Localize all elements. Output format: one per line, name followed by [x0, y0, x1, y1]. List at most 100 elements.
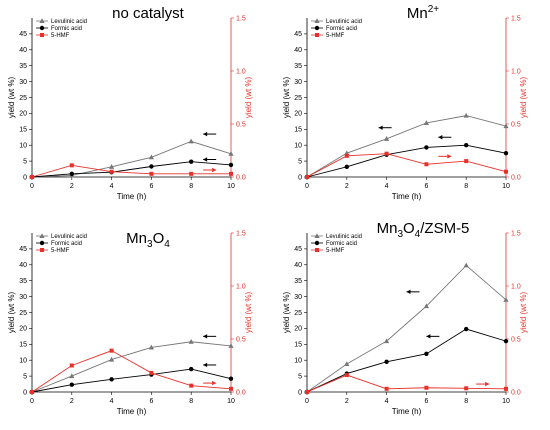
- chart-mn3o4-zsm5: Mn3O4/ZSM-5 0510152025303540450.00.51.01…: [282, 220, 528, 416]
- data-point: [464, 326, 469, 332]
- panel-mn2: Mn2+ 0 5 10 15 20 25 30 35 40 45 0.0 0.5 1.0 1.5 0 2 4 6 8…: [275, 0, 550, 215]
- x-tick-label: 6: [149, 183, 153, 190]
- y2-tick-label: 1.5: [511, 15, 521, 22]
- data-point: [228, 162, 234, 168]
- data-point: [344, 153, 349, 158]
- legend-label: Levulinic acid: [51, 19, 87, 25]
- y2-axis-label: yield (wt %): [519, 291, 528, 333]
- data-point: [463, 262, 469, 268]
- y2-tick-label: 1.0: [511, 283, 521, 290]
- data-point: [148, 344, 154, 350]
- data-point: [189, 159, 194, 164]
- data-point: [229, 386, 233, 391]
- y-tick-label: 30: [294, 79, 302, 86]
- arrow-left-head-icon: [203, 334, 208, 339]
- chart-title: Mn2+: [407, 4, 439, 22]
- x-tick-label: 6: [424, 398, 428, 405]
- x-tick-label: 2: [345, 183, 349, 190]
- series-5-hmf: [30, 163, 233, 179]
- legend-swatch-marker: [314, 25, 320, 31]
- data-point: [464, 143, 469, 148]
- legend-swatch-marker: [39, 233, 45, 238]
- x-tick-label: 2: [70, 183, 74, 190]
- data-point: [504, 386, 508, 391]
- data-point: [384, 359, 389, 364]
- x-axis-label: Time (h): [117, 192, 147, 201]
- legend-label: Levulinic acid: [326, 19, 362, 25]
- data-point: [149, 164, 154, 169]
- legend-label: 5-HMF: [51, 33, 70, 39]
- series-5-hmf: [30, 348, 233, 394]
- legend-swatch-marker: [40, 33, 44, 37]
- data-point: [149, 171, 154, 176]
- y2-tick-label: 1.5: [236, 230, 246, 237]
- y-tick-label: 5: [298, 158, 302, 165]
- y-tick-label: 25: [294, 310, 302, 317]
- data-point: [188, 138, 194, 144]
- legend-swatch-marker: [40, 248, 44, 252]
- x-tick-label: 8: [464, 183, 468, 190]
- x-tick-label: 0: [30, 183, 34, 190]
- y-tick-label: 25: [19, 310, 27, 317]
- data-point: [69, 373, 75, 379]
- y-tick-label: 20: [19, 326, 27, 333]
- series-levulinic-acid: [29, 338, 234, 394]
- data-point: [229, 171, 233, 176]
- data-point: [189, 366, 194, 372]
- series-line: [306, 374, 507, 393]
- y-tick-label: 35: [294, 278, 302, 285]
- data-point: [69, 171, 75, 177]
- y-tick-label: 5: [23, 158, 27, 165]
- series-5-hmf: [305, 373, 508, 394]
- y-tick-label: 5: [298, 373, 302, 380]
- arrow-left-head-icon: [438, 135, 443, 140]
- series-levulinic-acid: [304, 112, 509, 179]
- y-tick-label: 40: [19, 47, 27, 54]
- data-point: [109, 377, 114, 382]
- y2-axis-label: yield (wt %): [244, 76, 253, 118]
- data-point: [464, 386, 469, 391]
- series-5-hmf: [305, 151, 508, 179]
- data-point: [423, 303, 429, 309]
- data-point: [30, 175, 34, 179]
- y2-tick-label: 0.0: [511, 389, 521, 396]
- y2-tick-label: 1.0: [236, 68, 246, 75]
- data-point: [305, 390, 309, 394]
- data-point: [189, 383, 194, 388]
- data-point: [464, 159, 469, 164]
- y-tick-label: 45: [294, 31, 302, 38]
- series-levulinic-acid: [304, 262, 509, 394]
- y-tick-label: 30: [19, 79, 27, 86]
- x-tick-label: 10: [227, 398, 235, 405]
- legend-swatch-marker: [315, 248, 319, 252]
- y2-tick-label: 1.5: [236, 15, 246, 22]
- data-point: [69, 382, 75, 387]
- arrow-left-head-icon: [426, 334, 431, 339]
- data-point: [424, 351, 429, 357]
- legend-label: Formic acid: [326, 26, 357, 32]
- y-tick-label: 15: [294, 342, 302, 349]
- series-line: [31, 161, 232, 178]
- panel-mn3o4: Mn3O4 0 5 10 15 20 25 30 35 40 45 0.0 0.5 1.0 1.5 0 2 4 6…: [0, 215, 275, 430]
- axis-arrows: [203, 131, 217, 173]
- data-point: [228, 376, 234, 381]
- data-point: [109, 164, 115, 169]
- y-tick-label: 15: [294, 127, 302, 134]
- y2-tick-label: 0.0: [236, 174, 246, 181]
- data-point: [109, 356, 115, 362]
- y2-axis-label: yield (wt %): [519, 76, 528, 118]
- y-axis-label: yield (wt %): [282, 291, 291, 333]
- legend-label: 5-HMF: [326, 33, 345, 39]
- legend-swatch-marker: [39, 240, 45, 246]
- data-point: [109, 169, 114, 174]
- data-point: [109, 348, 114, 353]
- y2-tick-label: 1.5: [511, 230, 521, 237]
- axes: 0 5 10 15 20 25 30 35 40 45 0.0 0.5 1.0 1.5 0 2 4 6 8 10 Tim…: [7, 230, 253, 416]
- data-point: [305, 175, 309, 179]
- y-tick-label: 15: [19, 342, 27, 349]
- panel-mn3o4-zsm5: Mn3O4/ZSM-5 0 5 10 15 20 25 30 35 40 45 0.0 0.5 1.0 1…: [275, 215, 550, 430]
- y-tick-label: 40: [294, 47, 302, 54]
- x-tick-label: 8: [464, 398, 468, 405]
- x-tick-label: 10: [227, 183, 235, 190]
